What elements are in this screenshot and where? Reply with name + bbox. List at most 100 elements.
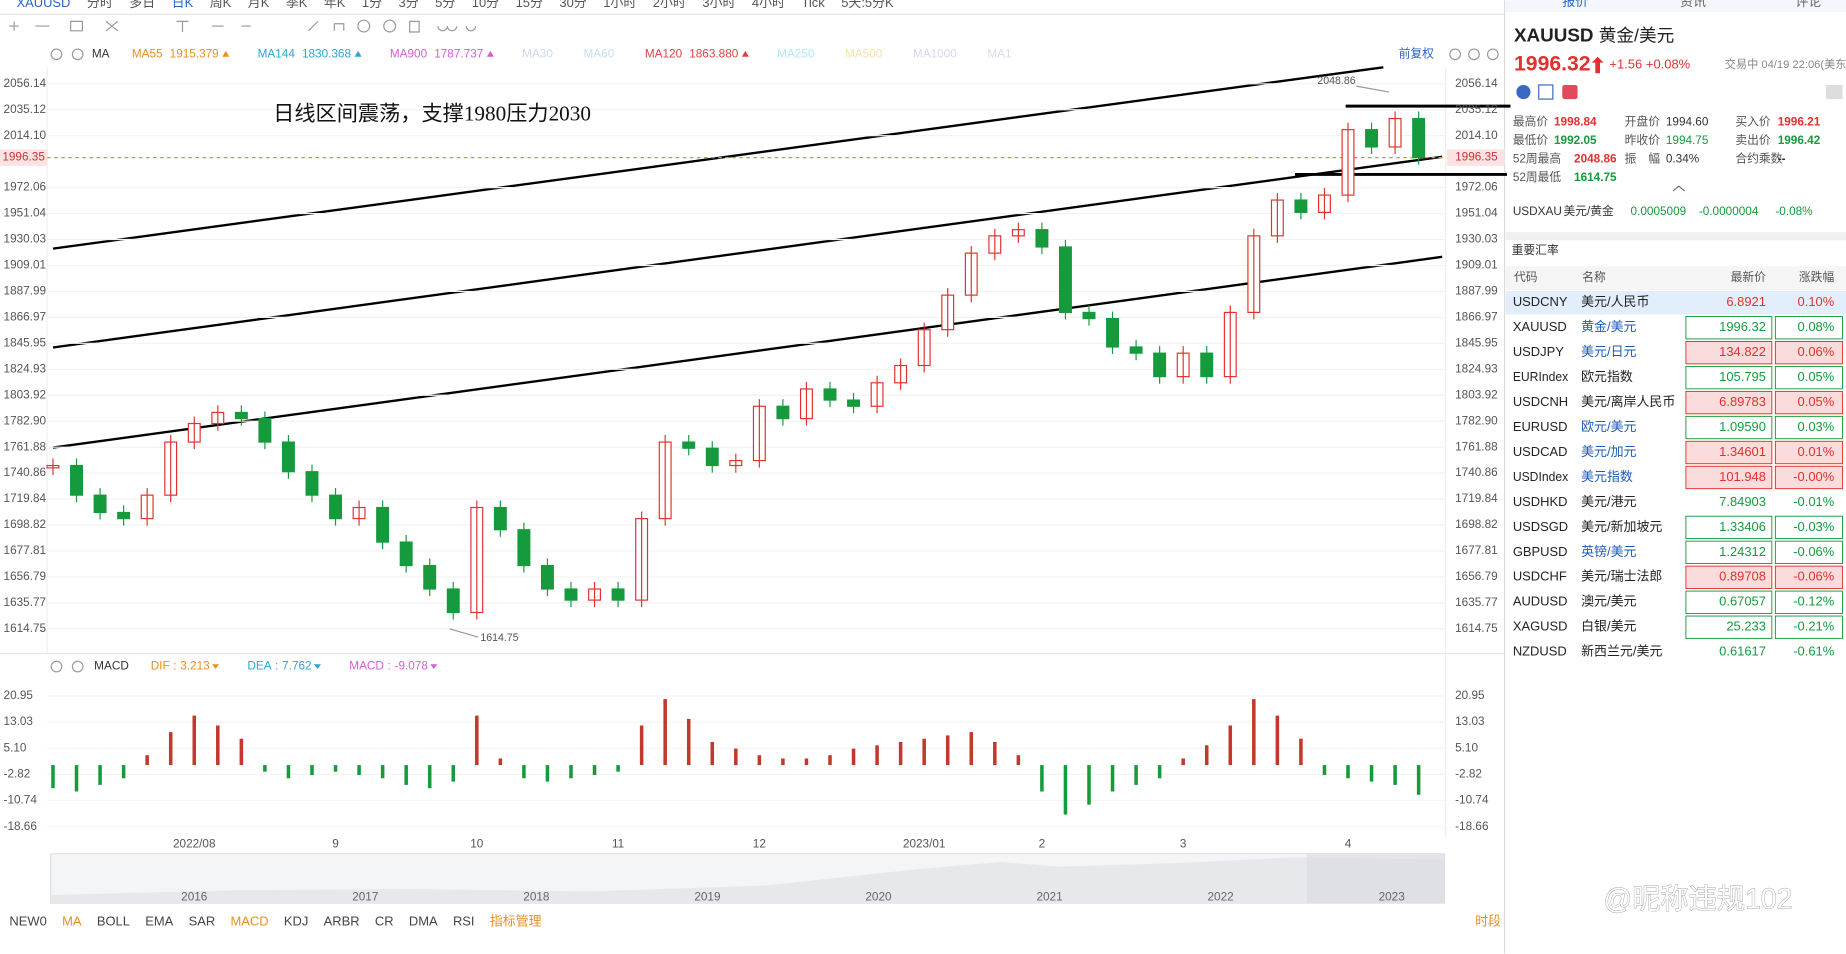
- row-code[interactable]: USDJPY: [1513, 344, 1564, 359]
- toolbar-item[interactable]: 季K: [286, 0, 308, 10]
- ma-name[interactable]: MA500: [845, 47, 883, 60]
- ma-name[interactable]: MA1000: [913, 47, 957, 60]
- row-code[interactable]: USDSGD: [1513, 519, 1568, 534]
- toolbar-item[interactable]: 分时: [87, 0, 113, 10]
- indicator-tab[interactable]: CR: [375, 913, 394, 928]
- toolbar-item[interactable]: 1小时: [603, 0, 636, 10]
- stat-label: 最高价: [1513, 115, 1549, 129]
- row-name[interactable]: 黄金/美元: [1581, 319, 1636, 334]
- row-name[interactable]: 澳元/美元: [1581, 594, 1636, 609]
- row-code[interactable]: USDCNY: [1513, 294, 1568, 309]
- row-code[interactable]: USDCHF: [1513, 569, 1567, 584]
- side-tab[interactable]: 资讯: [1680, 0, 1706, 9]
- indicator-tab[interactable]: BOLL: [97, 913, 130, 928]
- adjust-label[interactable]: 前复权: [1399, 46, 1435, 60]
- quote-icons[interactable]: [1516, 84, 1843, 192]
- row-selected: [1505, 290, 1846, 315]
- y-tick-label: 1866.97: [4, 310, 47, 323]
- macd-bar: [945, 735, 950, 766]
- row-name[interactable]: 欧元指数: [1581, 369, 1633, 384]
- row-name[interactable]: 美元/日元: [1581, 344, 1636, 359]
- ma-name[interactable]: MA250: [777, 47, 815, 60]
- macd-bar: [121, 765, 126, 779]
- row-name[interactable]: 英镑/美元: [1581, 544, 1636, 559]
- toolbar-item[interactable]: 日K: [172, 0, 194, 10]
- toolbar-item[interactable]: 30分: [559, 0, 586, 10]
- row-name[interactable]: 美元/瑞士法郎: [1581, 569, 1662, 584]
- indicator-tab[interactable]: DMA: [409, 913, 438, 928]
- indicator-tab[interactable]: MA: [62, 913, 82, 928]
- macd-bar: [263, 765, 267, 772]
- row-price: 6.89783: [1719, 394, 1766, 409]
- toolbar-item[interactable]: 2小时: [653, 0, 686, 10]
- side-tab[interactable]: 报价: [1562, 0, 1588, 9]
- toolbar-icons[interactable]: [9, 19, 1499, 673]
- ma-name[interactable]: MA900: [390, 47, 428, 60]
- macd-legend-arrow: [212, 664, 220, 669]
- row-code[interactable]: USDHKD: [1513, 494, 1568, 509]
- row-change: 0.05%: [1798, 394, 1835, 409]
- indicator-tab[interactable]: NEW0: [9, 913, 46, 928]
- toolbar-item[interactable]: 5天:5分K: [841, 0, 894, 10]
- row-name[interactable]: 美元指数: [1581, 469, 1633, 484]
- toolbar-item[interactable]: 5分: [435, 0, 455, 10]
- indicator-tab[interactable]: ARBR: [324, 913, 360, 928]
- row-change: -0.06%: [1793, 544, 1834, 559]
- indicator-tab[interactable]: RSI: [453, 913, 475, 928]
- row-code[interactable]: XAGUSD: [1513, 619, 1568, 634]
- ma-name[interactable]: MA144: [258, 47, 296, 60]
- row-price: 7.84903: [1719, 494, 1766, 509]
- row-change: -0.00%: [1793, 469, 1834, 484]
- toolbar-item[interactable]: 1分: [362, 0, 382, 10]
- ma-name[interactable]: MA30: [522, 47, 553, 60]
- row-name[interactable]: 欧元/美元: [1581, 419, 1636, 434]
- row-change: -0.61%: [1793, 644, 1834, 659]
- row-name[interactable]: 美元/人民币: [1581, 294, 1649, 309]
- toolbar-item[interactable]: 3小时: [702, 0, 735, 10]
- row-code[interactable]: NZDUSD: [1513, 644, 1567, 659]
- ma-name[interactable]: MA120: [645, 47, 683, 60]
- ma-name[interactable]: MA55: [132, 47, 163, 60]
- row-code[interactable]: AUDUSD: [1513, 594, 1568, 609]
- period-tab[interactable]: 时段: [1475, 913, 1501, 928]
- toolbar-item[interactable]: Tick: [801, 0, 825, 10]
- x-tick-label: 2022/08: [173, 837, 216, 850]
- ma-value: 1863.880: [689, 47, 739, 60]
- toolbar-item[interactable]: 4小时: [752, 0, 785, 10]
- toolbar-item[interactable]: 多日: [129, 0, 155, 10]
- toolbar-item[interactable]: 年K: [324, 0, 346, 10]
- row-name[interactable]: 美元/加元: [1581, 444, 1636, 459]
- ma-name[interactable]: MA1: [987, 47, 1011, 60]
- indicator-tab[interactable]: MACD: [230, 913, 268, 928]
- toolbar-item[interactable]: 周K: [210, 0, 232, 10]
- row-code[interactable]: GBPUSD: [1513, 544, 1568, 559]
- toolbar-item[interactable]: 15分: [516, 0, 543, 10]
- toolbar-item[interactable]: 3分: [399, 0, 419, 10]
- indicator-manage[interactable]: 指标管理: [490, 913, 542, 928]
- row-code[interactable]: XAUUSD: [1513, 319, 1567, 334]
- row-code[interactable]: USDIndex: [1513, 469, 1569, 484]
- row-name[interactable]: 美元/离岸人民币: [1581, 394, 1675, 409]
- toolbar-item[interactable]: 10分: [472, 0, 499, 10]
- navigator-year: 2023: [1379, 890, 1406, 903]
- ma-name[interactable]: MA60: [584, 47, 615, 60]
- row-name[interactable]: 美元/新加坡元: [1581, 519, 1662, 534]
- toolbar-item[interactable]: XAUUSD: [16, 0, 70, 10]
- navigator-year: 2018: [523, 890, 550, 903]
- y-tick-label: 1930.03: [1455, 233, 1498, 246]
- row-name[interactable]: 新西兰元/美元: [1581, 644, 1662, 659]
- y-tick-label: -18.66: [4, 820, 38, 833]
- side-tab[interactable]: 评论: [1795, 0, 1821, 9]
- macd-legend-value: 7.762: [282, 660, 311, 673]
- row-name[interactable]: 白银/美元: [1581, 619, 1636, 634]
- row-code[interactable]: USDCAD: [1513, 444, 1568, 459]
- indicator-tab[interactable]: EMA: [145, 913, 173, 928]
- navigator-window[interactable]: [1306, 853, 1445, 904]
- row-name[interactable]: 美元/港元: [1581, 494, 1636, 509]
- indicator-tab[interactable]: SAR: [189, 913, 216, 928]
- row-code[interactable]: EURIndex: [1513, 369, 1569, 384]
- row-code[interactable]: USDCNH: [1513, 394, 1568, 409]
- indicator-tab[interactable]: KDJ: [284, 913, 308, 928]
- toolbar-item[interactable]: 月K: [248, 0, 270, 10]
- row-code[interactable]: EURUSD: [1513, 419, 1568, 434]
